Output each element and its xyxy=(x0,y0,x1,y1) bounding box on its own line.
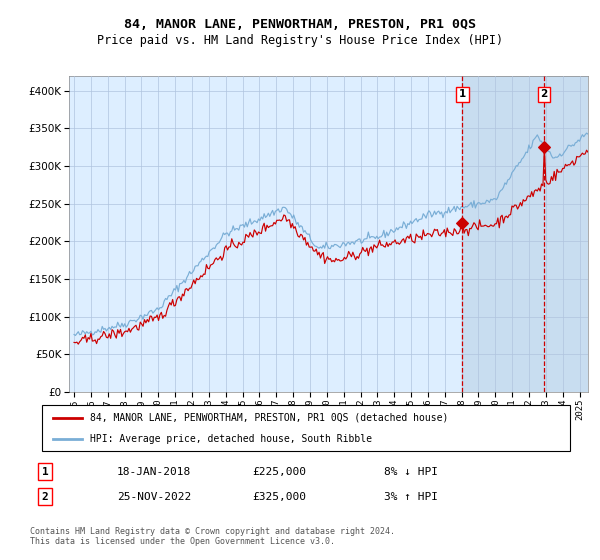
Text: 3% ↑ HPI: 3% ↑ HPI xyxy=(384,492,438,502)
Text: 1: 1 xyxy=(41,466,49,477)
Text: 8% ↓ HPI: 8% ↓ HPI xyxy=(384,466,438,477)
Text: £325,000: £325,000 xyxy=(252,492,306,502)
Text: 84, MANOR LANE, PENWORTHAM, PRESTON, PR1 0QS (detached house): 84, MANOR LANE, PENWORTHAM, PRESTON, PR1… xyxy=(89,413,448,423)
Text: HPI: Average price, detached house, South Ribble: HPI: Average price, detached house, Sout… xyxy=(89,435,371,444)
Text: Contains HM Land Registry data © Crown copyright and database right 2024.
This d: Contains HM Land Registry data © Crown c… xyxy=(30,527,395,546)
Text: 84, MANOR LANE, PENWORTHAM, PRESTON, PR1 0QS: 84, MANOR LANE, PENWORTHAM, PRESTON, PR1… xyxy=(124,17,476,31)
Text: 2: 2 xyxy=(541,90,548,100)
Text: 2: 2 xyxy=(41,492,49,502)
Text: 18-JAN-2018: 18-JAN-2018 xyxy=(117,466,191,477)
Point xyxy=(539,143,549,152)
Text: Price paid vs. HM Land Registry's House Price Index (HPI): Price paid vs. HM Land Registry's House … xyxy=(97,34,503,47)
Point xyxy=(458,218,467,227)
Text: 25-NOV-2022: 25-NOV-2022 xyxy=(117,492,191,502)
Text: 1: 1 xyxy=(459,90,466,100)
Text: £225,000: £225,000 xyxy=(252,466,306,477)
Bar xyxy=(463,76,588,392)
